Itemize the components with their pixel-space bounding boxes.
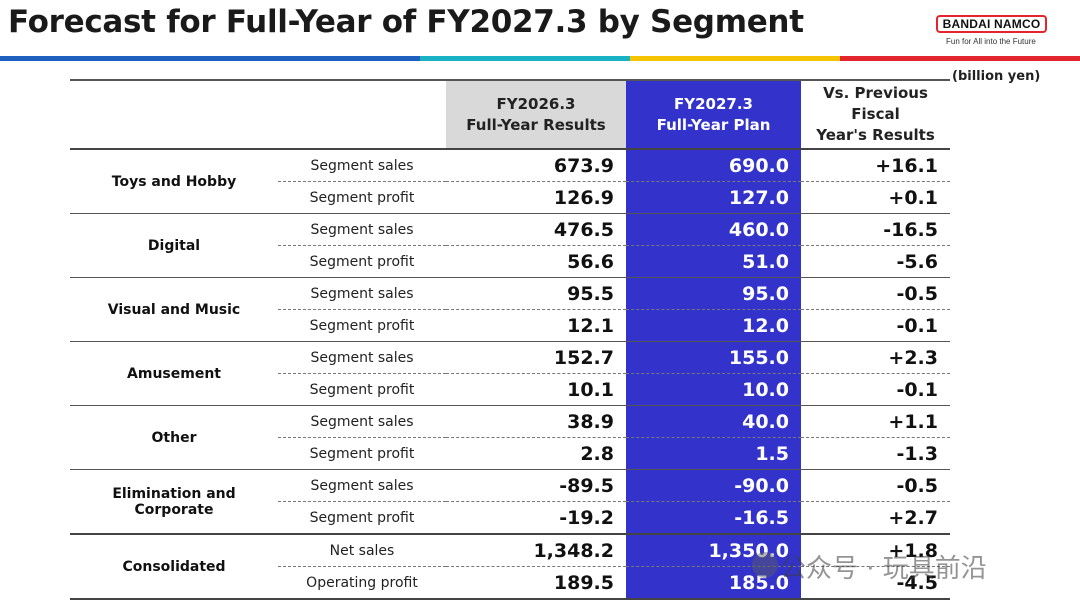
header-vs-previous: Vs. Previous Fiscal Year's Results: [801, 79, 950, 150]
vs-previous-value: -5.6: [801, 245, 950, 278]
plan-value: 51.0: [626, 245, 801, 278]
unit-label: (billion yen): [952, 69, 1041, 84]
vs-previous-value: -4.5: [801, 566, 950, 600]
row-item-label: Segment sales: [278, 341, 446, 374]
vs-previous-value: -0.5: [801, 469, 950, 502]
watermark-icon: [752, 552, 778, 578]
vs-previous-value: +1.8: [801, 533, 950, 567]
plan-value: 155.0: [626, 341, 801, 374]
row-item-label: Segment profit: [278, 181, 446, 214]
results-value: 10.1: [446, 373, 626, 406]
plan-value: 460.0: [626, 213, 801, 246]
vs-previous-value: +0.1: [801, 181, 950, 214]
plan-value: 690.0: [626, 148, 801, 182]
row-item-label: Segment sales: [278, 148, 446, 182]
results-value: -19.2: [446, 501, 626, 534]
results-value: 152.7: [446, 341, 626, 374]
header-blank: [70, 79, 278, 150]
plan-value: -90.0: [626, 469, 801, 502]
stripe-teal: [420, 56, 630, 61]
plan-value: 1,350.0: [626, 533, 801, 567]
table-row: Segment profit -19.2 -16.5 +2.7: [70, 501, 950, 534]
stripe-yellow: [630, 56, 840, 61]
vs-previous-value: -0.1: [801, 373, 950, 406]
vs-previous-value: -0.1: [801, 309, 950, 342]
row-item-label: Net sales: [278, 533, 446, 567]
brand-logo: BANDAI NAMCO: [936, 15, 1047, 33]
row-item-label: Segment profit: [278, 373, 446, 406]
table-row: Segment profit 126.9 127.0 +0.1: [70, 181, 950, 214]
plan-value: 12.0: [626, 309, 801, 342]
plan-value: 1.5: [626, 437, 801, 470]
segment-name: Consolidated: [70, 533, 278, 600]
vs-previous-value: +2.3: [801, 341, 950, 374]
segment-name: Digital: [70, 213, 278, 278]
table-row: Segment profit 10.1 10.0 -0.1: [70, 373, 950, 406]
plan-value: 127.0: [626, 181, 801, 214]
header-blank-2: [278, 79, 446, 150]
table-header-row: FY2026.3 Full-Year Results FY2027.3 Full-Y…: [70, 79, 950, 150]
brand-tagline: Fun for All into the Future: [946, 37, 1036, 46]
segment-name: Toys and Hobby: [70, 148, 278, 214]
watermark-text: 公众号 · 玩具前沿: [780, 554, 987, 584]
vs-previous-value: -1.3: [801, 437, 950, 470]
table-row: Operating profit 189.5 185.0 -4.5: [70, 566, 950, 600]
table-row: Segment profit 2.8 1.5 -1.3: [70, 437, 950, 470]
row-item-label: Operating profit: [278, 566, 446, 600]
segment-name: Other: [70, 405, 278, 470]
table-row: Digital Segment sales 476.5 460.0 -16.5: [70, 213, 950, 278]
stripe-blue: [0, 56, 420, 61]
row-item-label: Segment sales: [278, 277, 446, 310]
vs-previous-value: +2.7: [801, 501, 950, 534]
results-value: 56.6: [446, 245, 626, 278]
row-item-label: Segment profit: [278, 309, 446, 342]
table-row: Segment profit 56.6 51.0 -5.6: [70, 245, 950, 278]
table-row: Amusement Segment sales 152.7 155.0 +2.3: [70, 341, 950, 406]
table-row: Other Segment sales 38.9 40.0 +1.1: [70, 405, 950, 470]
results-value: -89.5: [446, 469, 626, 502]
results-value: 1,348.2: [446, 533, 626, 567]
page-title: Forecast for Full-Year of FY2027.3 by Se…: [8, 4, 804, 40]
table-row: Elimination and Corporate Segment sales -89…: [70, 469, 950, 534]
results-value: 189.5: [446, 566, 626, 600]
segment-name: Elimination and Corporate: [70, 469, 278, 534]
results-value: 673.9: [446, 148, 626, 182]
plan-value: -16.5: [626, 501, 801, 534]
table-row: Visual and Music Segment sales 95.5 95.0 -0.…: [70, 277, 950, 342]
row-item-label: Segment profit: [278, 437, 446, 470]
row-item-label: Segment profit: [278, 245, 446, 278]
header-results: FY2026.3 Full-Year Results: [446, 79, 626, 150]
row-item-label: Segment sales: [278, 213, 446, 246]
table-row: Toys and Hobby Segment sales 673.9 690.0 +16…: [70, 148, 950, 214]
results-value: 95.5: [446, 277, 626, 310]
vs-previous-value: +1.1: [801, 405, 950, 438]
results-value: 12.1: [446, 309, 626, 342]
plan-value: 40.0: [626, 405, 801, 438]
table-row: Segment profit 12.1 12.0 -0.1: [70, 309, 950, 342]
segment-name: Visual and Music: [70, 277, 278, 342]
plan-value: 95.0: [626, 277, 801, 310]
results-value: 2.8: [446, 437, 626, 470]
plan-value: 185.0: [626, 566, 801, 600]
stripe-red: [840, 56, 1080, 61]
row-item-label: Segment sales: [278, 469, 446, 502]
header-plan: FY2027.3 Full-Year Plan: [626, 79, 801, 150]
row-item-label: Segment profit: [278, 501, 446, 534]
segment-name: Amusement: [70, 341, 278, 406]
vs-previous-value: +16.1: [801, 148, 950, 182]
table-row: Consolidated Net sales 1,348.2 1,350.0 +1.8: [70, 533, 950, 600]
results-value: 476.5: [446, 213, 626, 246]
segment-forecast-table: FY2026.3 Full-Year Results FY2027.3 Full-Y…: [70, 79, 950, 600]
results-value: 126.9: [446, 181, 626, 214]
plan-value: 10.0: [626, 373, 801, 406]
results-value: 38.9: [446, 405, 626, 438]
vs-previous-value: -16.5: [801, 213, 950, 246]
row-item-label: Segment sales: [278, 405, 446, 438]
vs-previous-value: -0.5: [801, 277, 950, 310]
